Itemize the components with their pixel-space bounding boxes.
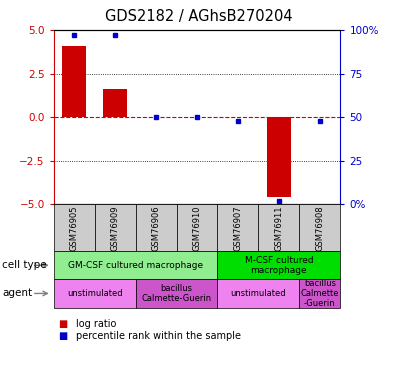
Text: ■: ■ (58, 331, 67, 340)
Text: GDS2182 / AGhsB270204: GDS2182 / AGhsB270204 (105, 9, 293, 24)
Bar (62, 46, 86, 117)
Text: GSM76908: GSM76908 (315, 205, 324, 251)
Text: GM-CSF cultured macrophage: GM-CSF cultured macrophage (68, 261, 203, 270)
Text: GSM76906: GSM76906 (152, 205, 160, 251)
Text: GSM76911: GSM76911 (274, 205, 283, 251)
Bar (103, 89, 127, 117)
Text: bacillus
Calmette
-Guerin: bacillus Calmette -Guerin (300, 279, 339, 308)
Text: ■: ■ (58, 320, 67, 329)
Text: unstimulated: unstimulated (230, 289, 286, 298)
Text: M-CSF cultured
macrophage: M-CSF cultured macrophage (245, 256, 313, 275)
Text: GSM76905: GSM76905 (70, 205, 79, 251)
Text: agent: agent (2, 288, 32, 298)
Text: GSM76910: GSM76910 (193, 205, 201, 251)
Bar (267, 117, 291, 197)
Text: cell type: cell type (2, 260, 47, 270)
Text: percentile rank within the sample: percentile rank within the sample (76, 331, 241, 340)
Text: log ratio: log ratio (76, 320, 116, 329)
Text: bacillus
Calmette-Guerin: bacillus Calmette-Guerin (141, 284, 212, 303)
Text: GSM76907: GSM76907 (234, 205, 242, 251)
Text: unstimulated: unstimulated (67, 289, 123, 298)
Text: GSM76909: GSM76909 (111, 205, 120, 251)
